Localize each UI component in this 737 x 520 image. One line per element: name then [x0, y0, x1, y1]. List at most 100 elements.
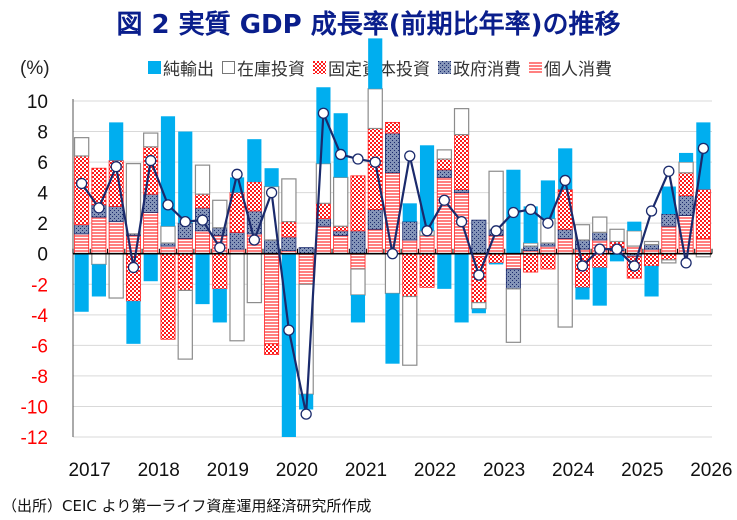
bar-netex: [126, 301, 141, 344]
gdp-point: [335, 148, 347, 161]
bar-inv: [333, 225, 349, 232]
bar-inv: [540, 253, 556, 270]
bar-cons: [264, 253, 280, 345]
bar-netex: [592, 267, 607, 306]
bar-netex: [264, 168, 279, 187]
x-tick-label: 2021: [345, 460, 387, 481]
bar-cons: [695, 238, 711, 255]
bar-netex: [247, 139, 262, 182]
bar-stock: [626, 230, 642, 247]
gdp-point: [317, 107, 330, 119]
legend-swatch-stock: [222, 61, 235, 74]
bar-netex: [178, 131, 193, 224]
gdp-point: [559, 174, 571, 187]
bar-cons: [91, 216, 107, 255]
gdp-point: [525, 203, 537, 216]
gdp-point: [248, 234, 260, 246]
bar-cons: [661, 225, 677, 255]
bar-gov: [385, 132, 400, 174]
bar-gov: [402, 221, 418, 241]
bar-stock: [402, 295, 418, 366]
bar-inv: [436, 158, 452, 171]
bar-stock: [73, 137, 90, 157]
x-tick-label: 2018: [138, 460, 180, 481]
bar-inv: [195, 193, 211, 209]
gdp-point: [594, 243, 606, 255]
gdp-point: [611, 243, 623, 255]
gdp-point: [110, 161, 122, 173]
bar-inv: [350, 175, 366, 232]
bar-netex: [333, 113, 348, 178]
bar-inv: [229, 192, 245, 233]
legend-swatch-cons: [529, 61, 542, 74]
bar-netex: [385, 293, 400, 364]
bar-cons: [367, 228, 383, 255]
bar-gov: [108, 205, 124, 223]
legend-label: 純輸出: [163, 60, 214, 80]
gdp-point: [196, 214, 209, 226]
bar-inv: [177, 253, 193, 291]
y-tick-label: 4: [37, 184, 48, 205]
bar-gov: [281, 236, 297, 252]
legend-item-gov: 政府消費: [438, 55, 521, 80]
bar-cons: [177, 238, 193, 255]
gdp-point: [300, 408, 312, 420]
gdp-point: [75, 177, 88, 190]
bar-netex: [454, 253, 469, 323]
legend-swatch-gov: [438, 61, 451, 74]
bar-inv: [419, 253, 435, 288]
y-tick-label: 0: [37, 245, 48, 266]
bar-inv: [264, 343, 280, 355]
bar-cons: [195, 230, 211, 255]
bar-netex: [523, 206, 538, 244]
bar-cons: [350, 253, 366, 270]
bar-cons: [557, 238, 573, 255]
gdp-point: [628, 260, 640, 272]
bar-netex: [540, 180, 556, 219]
bar-stock: [350, 268, 366, 296]
gdp-point: [386, 248, 399, 260]
bar-inv: [367, 128, 383, 210]
y-tick-label: -6: [31, 336, 48, 357]
gdp-point: [697, 142, 710, 154]
gdp-point: [369, 156, 381, 168]
bar-stock: [643, 240, 660, 246]
bar-inv: [523, 253, 539, 273]
bar-inv: [385, 121, 400, 134]
gdp-point: [455, 216, 468, 228]
gdp-point: [352, 153, 364, 165]
bar-cons: [108, 221, 124, 255]
x-tick-label: 2019: [207, 460, 249, 481]
y-tick-label: 2: [37, 214, 48, 235]
x-tick-label: 2026: [690, 460, 732, 481]
y-tick-label: -4: [31, 306, 48, 327]
bar-stock: [160, 225, 176, 244]
bar-gov: [264, 239, 280, 255]
bar-inv: [488, 253, 504, 264]
bar-netex: [402, 203, 417, 222]
bar-stock: [125, 163, 142, 235]
gdp-point: [179, 216, 191, 228]
bar-stock: [592, 216, 608, 233]
gdp-point: [127, 261, 140, 274]
bar-stock: [609, 228, 625, 243]
gdp-point: [283, 324, 295, 336]
bar-inv: [402, 253, 418, 297]
bar-inv: [661, 253, 677, 261]
bar-gov: [678, 195, 694, 216]
bar-netex: [644, 265, 659, 297]
y-tick-label: -2: [31, 275, 48, 296]
bar-gov: [505, 268, 521, 290]
y-axis-unit: (%): [20, 58, 50, 79]
bar-gov: [333, 230, 349, 236]
bar-inv: [644, 253, 660, 267]
gdp-point: [490, 225, 502, 237]
y-tick-label: 6: [37, 153, 48, 174]
bar-cons: [298, 253, 314, 285]
legend-item-stock: 在庫投資: [222, 55, 305, 80]
bar-cons: [315, 225, 331, 255]
gdp-point: [663, 165, 675, 177]
bar-netex: [212, 288, 227, 323]
bar-gov: [523, 245, 539, 252]
bar-cons: [385, 172, 400, 255]
